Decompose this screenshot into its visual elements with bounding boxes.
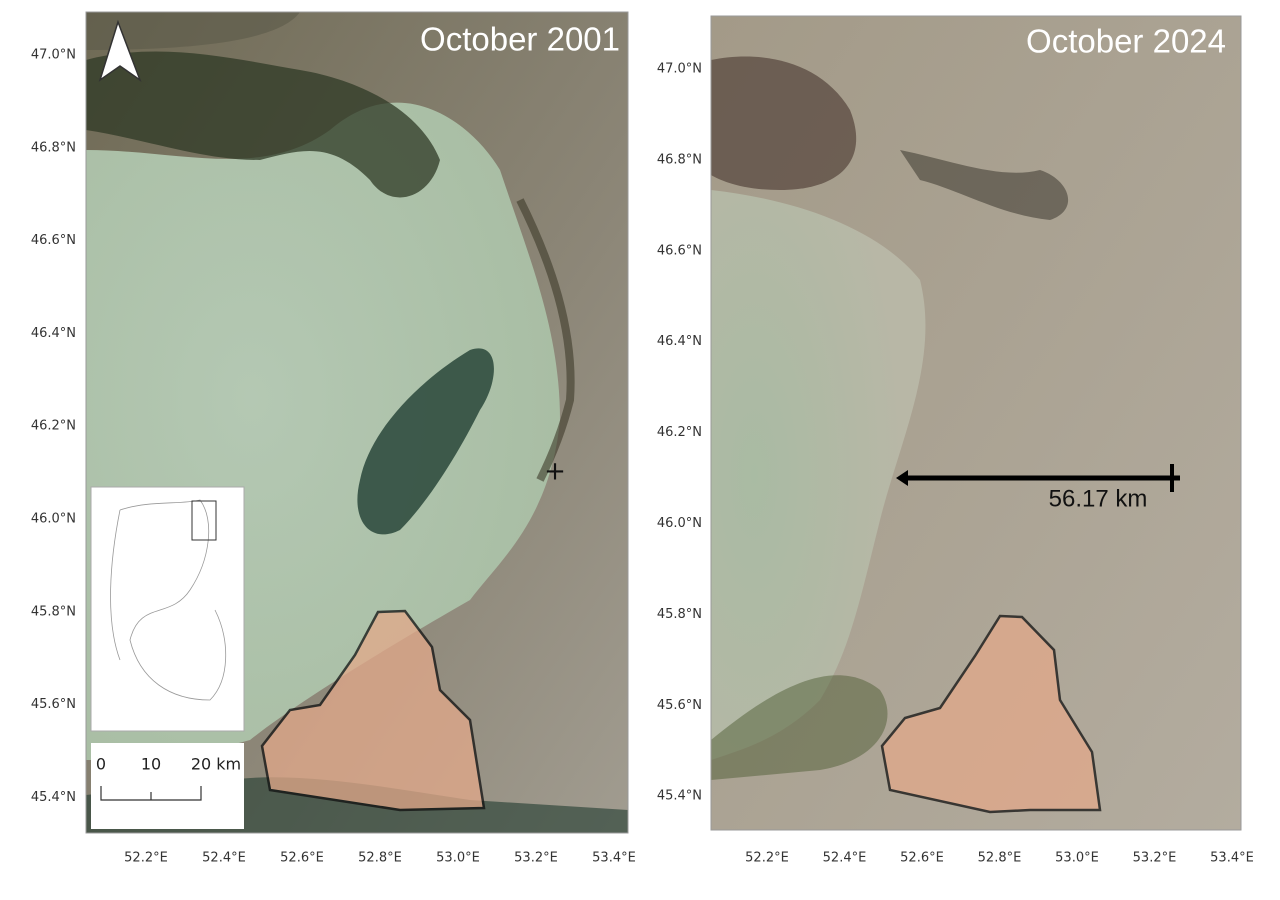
latitude-label: 47.0°N	[657, 62, 702, 77]
longitude-label: 53.4°E	[592, 851, 636, 866]
longitude-label: 52.2°E	[124, 851, 168, 866]
longitude-label: 52.6°E	[280, 851, 324, 866]
latitude-label: 46.0°N	[31, 512, 76, 527]
latitude-label: 47.0°N	[31, 48, 76, 63]
latitude-label: 45.8°N	[31, 604, 76, 619]
longitude-label: 53.4°E	[1210, 851, 1254, 866]
latitude-label: 46.4°N	[31, 326, 76, 341]
distance-label: 56.17 km	[1049, 485, 1148, 512]
latitude-label: 45.6°N	[31, 697, 76, 712]
inset-map	[90, 486, 245, 732]
latitude-label: 46.8°N	[657, 152, 702, 167]
scale-bar-box	[91, 743, 244, 829]
map-title: October 2024	[1026, 23, 1226, 60]
longitude-label: 53.2°E	[1133, 851, 1177, 866]
latitude-label: 46.0°N	[657, 516, 702, 531]
latitude-label: 45.4°N	[657, 789, 702, 804]
scale-label: 20 km	[191, 755, 241, 774]
longitude-label: 52.4°E	[823, 851, 867, 866]
latitude-label: 45.8°N	[657, 607, 702, 622]
longitude-label: 52.4°E	[202, 851, 246, 866]
longitude-label: 52.8°E	[978, 851, 1022, 866]
map-title: October 2001	[420, 21, 620, 58]
longitude-label: 53.0°E	[1055, 851, 1099, 866]
latitude-label: 46.4°N	[657, 334, 702, 349]
scale-bar	[100, 786, 202, 801]
longitude-label: 52.2°E	[745, 851, 789, 866]
latitude-label: 46.2°N	[657, 425, 702, 440]
longitude-label: 53.2°E	[514, 851, 558, 866]
latitude-label: 46.8°N	[31, 140, 76, 155]
map-right	[711, 16, 1241, 830]
latitude-label: 46.6°N	[657, 243, 702, 258]
longitude-label: 52.6°E	[900, 851, 944, 866]
latitude-label: 45.6°N	[657, 698, 702, 713]
svg-text:+: +	[544, 457, 566, 487]
latitude-label: 46.6°N	[31, 233, 76, 248]
scale-label: 0	[96, 755, 106, 774]
latitude-label: 46.2°N	[31, 419, 76, 434]
scale-label: 10	[141, 755, 161, 774]
latitude-label: 45.4°N	[31, 790, 76, 805]
longitude-label: 52.8°E	[358, 851, 402, 866]
longitude-label: 53.0°E	[436, 851, 480, 866]
